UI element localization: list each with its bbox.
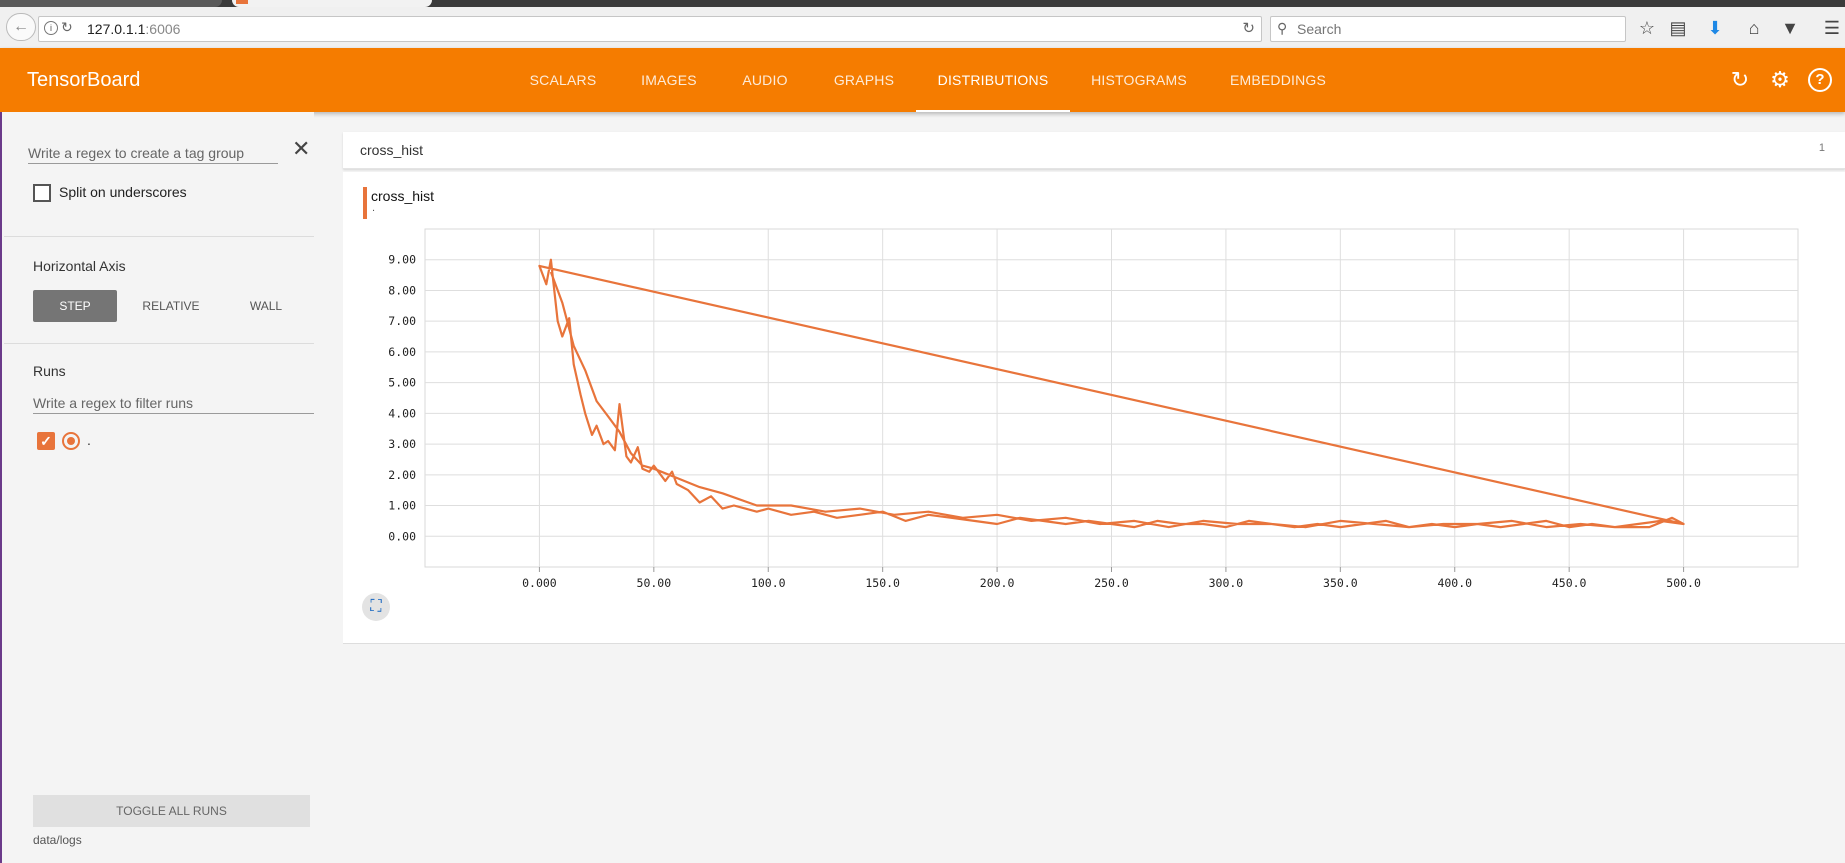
- chart-run-label: .: [372, 202, 376, 214]
- x-tick-label: 500.0: [1666, 576, 1701, 590]
- reload-icon[interactable]: ↻: [1242, 20, 1255, 37]
- y-tick-label: 8.00: [388, 283, 416, 297]
- bookmark-star-icon[interactable]: ☆: [1638, 18, 1656, 38]
- settings-gear-icon[interactable]: ⚙: [1770, 67, 1790, 92]
- y-tick-label: 4.00: [388, 406, 416, 420]
- home-icon[interactable]: ⌂: [1748, 18, 1760, 38]
- split-underscores-checkbox[interactable]: [33, 184, 51, 202]
- search-icon: ⚲: [1277, 20, 1288, 36]
- refresh-icon[interactable]: ↻: [1730, 67, 1750, 92]
- close-icon[interactable]: ✕: [292, 136, 311, 161]
- toggle-all-runs-button[interactable]: TOGGLE ALL RUNS: [33, 795, 310, 827]
- tab-distributions[interactable]: DISTRIBUTIONS: [916, 48, 1070, 112]
- y-tick-label: 3.00: [388, 437, 416, 451]
- y-tick-label: 2.00: [388, 468, 416, 482]
- tag-group-count: 1: [1818, 142, 1825, 154]
- pocket-icon[interactable]: ▼: [1781, 18, 1799, 38]
- tab-graphs[interactable]: GRAPHS: [833, 72, 895, 88]
- browser-search-input[interactable]: [1295, 19, 1619, 39]
- runs-title: Runs: [33, 363, 66, 379]
- run-checkbox[interactable]: ✓: [37, 432, 55, 450]
- browser-tab-strip: [0, 0, 1845, 7]
- divider: [4, 236, 314, 237]
- app-title: TensorBoard: [27, 69, 141, 91]
- axis-step-button[interactable]: STEP: [33, 290, 117, 322]
- x-tick-label: 50.00: [637, 576, 672, 590]
- tab-embeddings[interactable]: EMBEDDINGS: [1229, 72, 1327, 88]
- y-tick-label: 9.00: [388, 253, 416, 267]
- tab-audio[interactable]: AUDIO: [742, 72, 788, 88]
- axis-wall-button[interactable]: WALL: [249, 299, 283, 313]
- distribution-chart: 0.00 1.00 2.00 3.00 4.00 5.00 6.00 7.00 8.00 9.00…: [388, 228, 1799, 590]
- run-filter-input[interactable]: [33, 393, 314, 414]
- y-tick-label: 6.00: [388, 345, 416, 359]
- run-name: .: [87, 432, 91, 448]
- x-tick-label: 150.0: [865, 576, 900, 590]
- back-arrow-icon[interactable]: ←: [6, 13, 36, 41]
- info-icon[interactable]: i: [44, 21, 58, 35]
- browser-tab-active[interactable]: [232, 0, 432, 7]
- x-tick-label: 100.0: [751, 576, 786, 590]
- run-radio-button[interactable]: [62, 432, 80, 450]
- site-reload-icon[interactable]: ↻: [61, 19, 73, 35]
- x-tick-label: 200.0: [980, 576, 1015, 590]
- x-tick-label: 350.0: [1323, 576, 1358, 590]
- tensorboard-favicon: [236, 0, 248, 4]
- horizontal-axis-title: Horizontal Axis: [33, 258, 126, 274]
- tag-group-header[interactable]: cross_hist 1: [343, 132, 1845, 169]
- axis-relative-button[interactable]: RELATIVE: [142, 299, 200, 313]
- browser-tab-1[interactable]: [0, 0, 222, 7]
- split-underscores-label: Split on underscores: [59, 184, 187, 200]
- url-port: :6006: [145, 21, 181, 37]
- x-tick-label: 300.0: [1209, 576, 1244, 590]
- url-text[interactable]: 127.0.1.1:6006: [87, 21, 180, 37]
- distribution-card: 0.00 1.00 2.00 3.00 4.00 5.00 6.00 7.00 8.00 9.00…: [343, 172, 1845, 644]
- browser-navbar: ← i ↻ 127.0.1.1:6006 ↻ ⚲ ☆ ▤ ⬇ ⌂ ▼ ☰: [0, 7, 1845, 49]
- app-header: TensorBoard SCALARS IMAGES AUDIO GRAPHS …: [0, 48, 1845, 112]
- x-tick-label: 450.0: [1552, 576, 1587, 590]
- y-tick-label: 5.00: [388, 376, 416, 390]
- tab-scalars[interactable]: SCALARS: [529, 72, 597, 88]
- sidebar: ✕ Split on underscores Horizontal Axis S…: [0, 112, 314, 863]
- help-icon[interactable]: ?: [1808, 68, 1832, 92]
- url-host: 127.0.1.1: [87, 21, 146, 37]
- browser-search-box[interactable]: ⚲: [1270, 16, 1626, 42]
- url-bar[interactable]: i ↻ 127.0.1.1:6006 ↻: [38, 16, 1262, 42]
- y-tick-label: 7.00: [388, 314, 416, 328]
- x-tick-label: 250.0: [1094, 576, 1129, 590]
- fullscreen-expand-icon[interactable]: ⛶: [362, 593, 390, 621]
- series-line: [538, 258, 1685, 529]
- tag-group-title: cross_hist: [360, 142, 424, 158]
- chart-title: cross_hist: [371, 188, 435, 204]
- y-tick-label: 0.00: [388, 529, 416, 543]
- y-tick-label: 1.00: [388, 499, 416, 513]
- reading-list-icon[interactable]: ▤: [1669, 18, 1687, 38]
- x-tick-label: 400.0: [1437, 576, 1472, 590]
- tag-group-regex-input[interactable]: [28, 143, 278, 164]
- tab-images[interactable]: IMAGES: [641, 72, 697, 88]
- menu-icon[interactable]: ☰: [1823, 18, 1841, 38]
- legend-color-bar: [363, 187, 367, 219]
- tab-histograms[interactable]: HISTOGRAMS: [1091, 72, 1187, 88]
- logdir-label: data/logs: [33, 833, 82, 847]
- x-tick-label: 0.000: [522, 576, 557, 590]
- divider: [4, 343, 314, 344]
- download-icon[interactable]: ⬇: [1707, 18, 1723, 38]
